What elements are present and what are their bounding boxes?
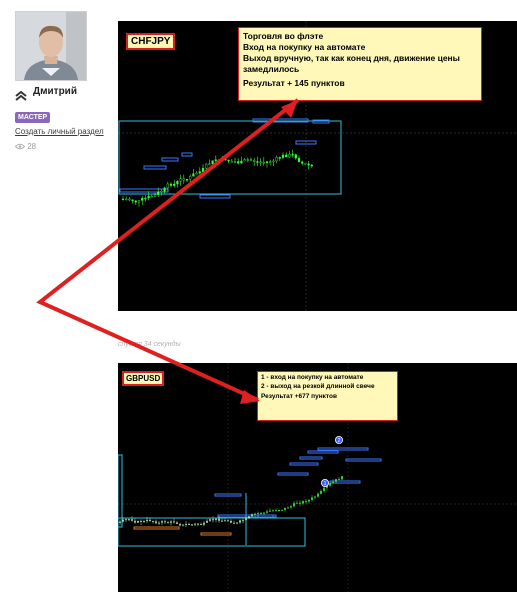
note-line: 2 - выход на резкой длинной свече	[261, 382, 375, 390]
author-profile: Дмитрий МАСТЕР Создать личный раздел 28	[0, 0, 110, 170]
marker-exit: 2	[334, 436, 343, 444]
note-line: Вход на покупку на автомате	[243, 42, 366, 52]
create-section-link[interactable]: Создать личный раздел	[15, 127, 104, 136]
chart-screenshot-chfjpy[interactable]: CHFJPY Торговля во флэте Вход на покупку…	[118, 21, 517, 311]
symbol-label: CHFJPY	[126, 33, 176, 50]
note-line: Выход вручную, так как конец дня, движен…	[243, 53, 460, 74]
avatar[interactable]	[15, 11, 87, 81]
marker-label: 2	[337, 438, 340, 444]
note-line: 1 - вход на покупку на автомате	[261, 374, 364, 381]
eye-icon	[14, 144, 26, 150]
rank-badge: МАСТЕР	[15, 112, 51, 123]
username[interactable]: Дмитрий	[33, 86, 77, 97]
trade-markers: 2 1	[320, 436, 343, 487]
note-line: Торговля во флэте	[243, 31, 324, 41]
trade-result: Результат + 145 пунктов	[243, 78, 345, 88]
post-timestamp: спустя 34 секунды	[118, 341, 181, 348]
trade-note: Торговля во флэте Вход на покупку на авт…	[238, 27, 482, 101]
views-count: 28	[27, 142, 37, 151]
views-counter: 28	[14, 142, 37, 151]
chart-screenshot-gbpusd[interactable]: GBPUSD 1 - вход на покупку на автомате 2…	[118, 363, 517, 592]
rank-chevrons-icon	[15, 90, 27, 101]
marker-entry: 1	[320, 479, 329, 487]
marker-label: 1	[323, 481, 326, 487]
candlestick-chart	[118, 363, 517, 592]
